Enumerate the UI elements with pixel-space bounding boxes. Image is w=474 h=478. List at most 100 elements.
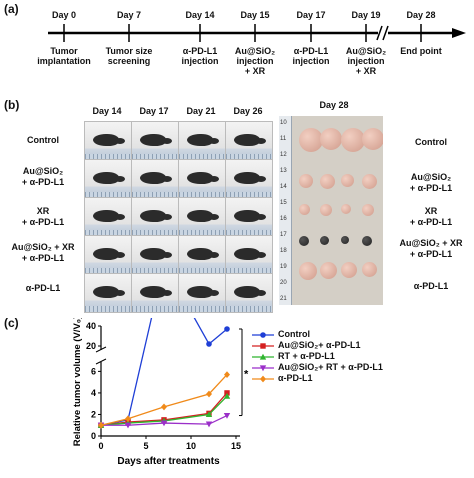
timeline-event-label: α-PD-L1 injection: [168, 46, 232, 66]
photo-ruler: [85, 268, 131, 274]
group-label-line: α-PD-L1: [413, 281, 449, 291]
photo-ruler: [85, 230, 131, 236]
data-point-au-sio-rt-pd-l1: [205, 421, 213, 428]
y-tick-label: 6: [91, 366, 96, 376]
group-label-left: XR + α-PD-L1: [0, 206, 86, 228]
group-label-line: Control: [27, 135, 59, 145]
excised-tumor: [341, 204, 351, 214]
timeline-event-line: Au@SiO₂: [345, 46, 387, 56]
timeline-day-label: Day 15: [240, 10, 270, 20]
ruler-number: 15: [280, 200, 287, 206]
excised-tumor: [299, 236, 309, 246]
ruler-number: 13: [280, 168, 287, 174]
mouse-photo: [178, 235, 226, 275]
mouse-photo: [225, 197, 273, 237]
mouse-image: [234, 134, 266, 146]
photo-ruler: [179, 306, 225, 312]
photo-ruler: [179, 154, 225, 160]
excised-tumor: [341, 236, 349, 244]
mouse-image: [93, 286, 125, 298]
y-axis-label: Relative tumor volume (V/V₀): [72, 318, 83, 446]
group-label-left: α-PD-L1: [0, 283, 86, 294]
ruler-number: 16: [280, 216, 287, 222]
timeline-day-label: Day 17: [296, 10, 326, 20]
excised-tumor: [299, 174, 313, 188]
excised-tumor: [362, 174, 377, 189]
timeline-event-line: injection: [347, 56, 385, 66]
group-label-line: Control: [415, 137, 447, 147]
group-label-right: Au@SiO₂ + α-PD-L1: [388, 172, 474, 194]
data-point-pd-l1: [161, 403, 167, 411]
mouse-image: [187, 248, 219, 260]
mouse-day-header: Day 14: [92, 106, 122, 116]
timeline-event-label: End point: [389, 46, 453, 56]
mouse-photo: [131, 159, 179, 199]
mouse-photo: [225, 273, 273, 313]
timeline-event-line: Tumor: [50, 46, 78, 56]
timeline-event-line: injection: [181, 56, 219, 66]
legend-swatch: [252, 353, 274, 360]
photo-ruler: [179, 192, 225, 198]
group-label-line: + α-PD-L1: [409, 217, 453, 227]
tumor-ruler: 10 11 12 13 14 15 16 17 18 19 20 21: [279, 116, 292, 305]
x-axis-label: Days after treatments: [117, 456, 220, 467]
mouse-image: [234, 210, 266, 222]
ruler-number: 21: [280, 296, 287, 302]
timeline-event-label: Au@SiO₂ injection + XR: [334, 46, 398, 76]
series-line-control: [100, 318, 228, 426]
data-point-au-sio-rt-pd-l1: [223, 412, 231, 419]
mouse-day-header: Day 21: [186, 106, 216, 116]
timeline-event-label: Tumor implantation: [32, 46, 96, 66]
photo-ruler: [226, 192, 272, 198]
timeline-day-label: Day 19: [351, 10, 381, 20]
mouse-photo: [178, 273, 226, 313]
group-label-line: Au@SiO₂ + XR: [11, 242, 75, 252]
x-tick-label: 15: [231, 441, 241, 451]
axis-break-mark: [95, 346, 107, 353]
excised-tumor: [341, 174, 354, 187]
group-label-right: Au@SiO₂ + XR + α-PD-L1: [388, 238, 474, 260]
axis-break-mark: [95, 358, 107, 365]
group-label-left: Control: [0, 135, 86, 146]
legend-label: RT + α-PD-L1: [278, 351, 335, 361]
group-label-line: Au@SiO₂ + XR: [399, 238, 463, 248]
mouse-image: [93, 248, 125, 260]
legend-label: Au@SiO₂+ α-PD-L1: [278, 340, 361, 350]
excised-tumor: [299, 128, 323, 152]
group-label-line: α-PD-L1: [25, 283, 61, 293]
timeline-axis: [48, 24, 466, 42]
photo-ruler: [179, 230, 225, 236]
group-label-line: Au@SiO₂: [22, 166, 64, 176]
timeline-day-label: Day 14: [185, 10, 215, 20]
mouse-image: [187, 172, 219, 184]
excised-tumor: [341, 262, 357, 278]
data-point-pd-l1: [224, 371, 230, 379]
ruler-number: 19: [280, 264, 287, 270]
ruler-number: 20: [280, 280, 287, 286]
timeline-event-label: Au@SiO₂ injection + XR: [223, 46, 287, 76]
mouse-photo: [178, 197, 226, 237]
group-label-left: Au@SiO₂ + α-PD-L1: [0, 166, 86, 188]
mouse-photo: [131, 121, 179, 161]
legend-swatch: [252, 332, 274, 338]
mouse-photo: [225, 121, 273, 161]
mouse-photo: [225, 235, 273, 275]
excised-tumor: [320, 174, 335, 189]
data-point-control: [206, 341, 212, 347]
excised-tumor: [320, 262, 337, 279]
timeline-event-line: implantation: [37, 56, 91, 66]
group-label-line: XR: [36, 206, 50, 216]
mouse-image: [187, 134, 219, 146]
ruler-number: 14: [280, 184, 287, 190]
photo-ruler: [226, 268, 272, 274]
y-tick-label: 20: [86, 341, 96, 351]
data-point-rt-pd-l1: [205, 411, 213, 418]
group-label-right: α-PD-L1: [388, 281, 474, 292]
excised-tumor: [341, 128, 365, 152]
legend-label: α-PD-L1: [278, 373, 313, 383]
ruler-number: 10: [280, 120, 287, 126]
mouse-image: [140, 286, 172, 298]
mouse-image: [187, 210, 219, 222]
timeline-day-label: Day 0: [51, 10, 77, 20]
excised-tumor: [320, 128, 342, 150]
